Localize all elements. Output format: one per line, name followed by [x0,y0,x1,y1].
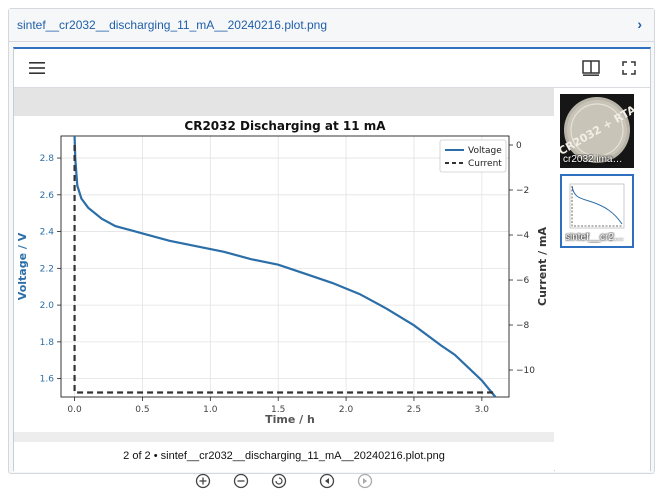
y2-tick-label: 0 [516,141,522,151]
y2-tick-label: −2 [516,186,529,196]
plot-thumbnail-icon [562,176,632,246]
hamburger-icon[interactable] [26,57,48,79]
x-tick-label: 3.0 [475,405,490,415]
x-tick-label: 2.5 [407,405,421,415]
x-axis-label: Time / h [265,413,315,426]
y2-tick-label: −4 [516,231,530,241]
legend-entry: Current [468,159,502,169]
file-panel: sintef__cr2032__discharging_11_mA__20240… [8,8,655,489]
fullscreen-icon[interactable] [618,57,640,79]
y-tick-label: 2.8 [40,154,55,164]
split-view-icon[interactable] [580,57,602,79]
coin-cell-photo-icon: CR2032 + RTA [556,94,639,168]
y-tick-label: 2.4 [40,228,55,238]
next-icon[interactable] [357,473,373,494]
viewer-toolbar [14,49,650,88]
thumbnail-label: sintef__cr2… [565,232,624,243]
x-tick-label: 2.0 [339,405,354,415]
plot-image[interactable]: CR2032 Discharging at 11 mA 0.0 0.5 1.0 1.5 2… [14,116,554,432]
zoom-out-icon[interactable] [233,473,249,494]
x-tick-label: 1.0 [203,405,218,415]
y-tick-label: 1.8 [40,338,55,348]
y-tick-label: 2.2 [40,264,54,274]
file-title[interactable]: sintef__cr2032__discharging_11_mA__20240… [17,18,328,32]
plot-area [60,135,510,398]
prev-icon[interactable] [319,473,335,494]
image-stage: CR2032 Discharging at 11 mA 0.0 0.5 1.0 1.5 2… [14,88,554,489]
file-header[interactable]: sintef__cr2032__discharging_11_mA__20240… [9,9,654,42]
y-tick-label: 1.6 [40,375,55,385]
y-tick-label: 2.0 [40,301,55,311]
caption-bar: 2 of 2 • sintef__cr2032__discharging_11_… [14,442,554,472]
legend-entry: Voltage [468,146,502,156]
image-viewer: CR2032 Discharging at 11 mA 0.0 0.5 1.0 1.5 2… [13,47,651,489]
chevron-right-icon[interactable]: › [637,16,642,32]
image-caption: 2 of 2 • sintef__cr2032__discharging_11_… [123,450,445,462]
legend-box [439,139,507,173]
y-tick-label: 2.6 [40,191,55,201]
y-axis-label: Voltage / V [16,232,29,300]
thumbnail-coin-cell[interactable]: CR2032 + RTA cr2032.ima… [556,94,639,168]
stage-top-band [14,88,554,116]
y2-axis-label: Current / mA [536,227,549,306]
y2-tick-label: −8 [516,321,530,331]
chart-title: CR2032 Discharging at 11 mA [184,119,386,133]
series-line-current [73,145,496,394]
thumbnail-strip: CR2032 + RTA cr2032.ima… sintef__cr2… [555,88,650,472]
series-line-voltage [73,135,497,398]
thumbnail-label: cr2032.ima… [563,154,623,165]
zoom-in-icon[interactable] [195,473,211,494]
y2-tick-label: −6 [516,276,530,286]
voltage-current-chart: CR2032 Discharging at 11 mA 0.0 0.5 1.0 1.5 2… [16,119,549,426]
x-tick-label: 0.5 [135,405,149,415]
thumbnail-plot[interactable]: sintef__cr2… [560,174,634,248]
x-tick-label: 0.0 [67,405,82,415]
rotate-icon[interactable] [271,473,287,494]
y2-tick-label: −10 [516,366,535,376]
x-tick-label: 1.5 [271,405,285,415]
